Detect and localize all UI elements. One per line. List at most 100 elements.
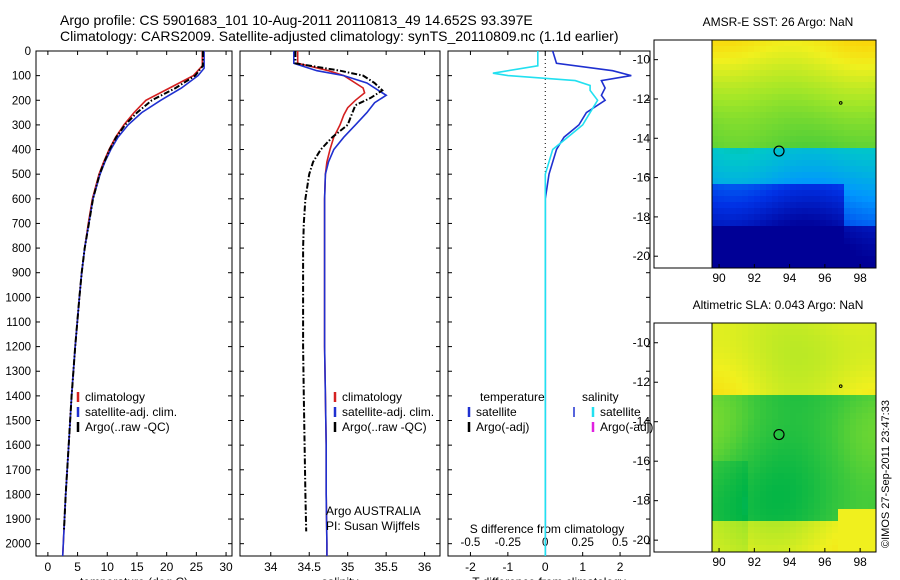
map-cell — [796, 425, 802, 431]
map-cell — [820, 148, 826, 154]
map-cell — [724, 178, 730, 184]
map-cell — [868, 172, 874, 178]
map-cell — [868, 497, 874, 503]
map-cell — [856, 389, 862, 395]
map-cell — [712, 371, 718, 377]
map-cell — [748, 353, 754, 359]
map-cell — [850, 178, 856, 184]
map-cell — [772, 389, 778, 395]
map-cell — [730, 359, 736, 365]
map-cell — [844, 365, 850, 371]
map-cell — [718, 545, 724, 551]
map-cell — [742, 377, 748, 383]
map-cell — [790, 485, 796, 491]
map-cell — [868, 244, 874, 250]
legend-label: satellite — [476, 405, 517, 419]
map-cell — [784, 262, 790, 268]
map-cell — [760, 479, 766, 485]
map-cell — [838, 401, 844, 407]
map-cell — [724, 419, 730, 425]
map-cell — [766, 443, 772, 449]
map-cell — [736, 238, 742, 244]
map-cell — [760, 76, 766, 82]
map-cell — [844, 124, 850, 130]
map-cell — [772, 184, 778, 190]
map-cell — [820, 202, 826, 208]
map-cell — [814, 419, 820, 425]
map-cell — [850, 527, 856, 533]
map-cell — [754, 100, 760, 106]
map-cell — [802, 419, 808, 425]
map-cell — [832, 64, 838, 70]
map-cell — [808, 178, 814, 184]
map-cell — [712, 100, 718, 106]
map-cell — [724, 112, 730, 118]
map-cell — [742, 232, 748, 238]
map-cell — [874, 413, 876, 419]
map-cell — [742, 40, 748, 46]
map-cell — [802, 515, 808, 521]
map-cell — [790, 202, 796, 208]
map-cell — [712, 347, 718, 353]
series-line — [294, 51, 384, 532]
map-cell — [772, 431, 778, 437]
map-cell — [742, 539, 748, 545]
map-cell — [814, 425, 820, 431]
map-cell — [868, 76, 874, 82]
map-cell — [808, 443, 814, 449]
map-cell — [868, 539, 874, 545]
map-cell — [832, 395, 838, 401]
map-cell — [832, 82, 838, 88]
map-cell — [748, 166, 754, 172]
map-cell — [814, 509, 820, 515]
map-y-tick-label: -20 — [633, 533, 651, 547]
map-cell — [874, 533, 876, 539]
map-cell — [796, 250, 802, 256]
map-cell — [766, 455, 772, 461]
map-cell — [748, 521, 754, 527]
map-cell — [814, 220, 820, 226]
map-cell — [760, 329, 766, 335]
map-cell — [814, 389, 820, 395]
map-cell — [838, 371, 844, 377]
map-cell — [802, 485, 808, 491]
map-cell — [748, 527, 754, 533]
map-cell — [808, 497, 814, 503]
map-cell — [808, 70, 814, 76]
map-cell — [838, 431, 844, 437]
map-cell — [856, 341, 862, 347]
map-cell — [760, 226, 766, 232]
map-cell — [802, 473, 808, 479]
y-tick-label: 700 — [12, 218, 31, 230]
map-cell — [856, 154, 862, 160]
map-cell — [790, 178, 796, 184]
map-cell — [820, 196, 826, 202]
map-cell — [850, 431, 856, 437]
map-cell — [760, 503, 766, 509]
map-cell — [754, 82, 760, 88]
map-cell — [838, 461, 844, 467]
map-y-tick-label: -10 — [633, 53, 651, 67]
map-cell — [742, 244, 748, 250]
map-cell — [736, 545, 742, 551]
map-cell — [850, 329, 856, 335]
map-cell — [772, 335, 778, 341]
map-cell — [868, 202, 874, 208]
map-cell — [778, 166, 784, 172]
map-cell — [850, 142, 856, 148]
map-cell — [736, 431, 742, 437]
map-cell — [760, 347, 766, 353]
map-cell — [772, 383, 778, 389]
map-cell — [868, 196, 874, 202]
map-cell — [766, 509, 772, 515]
map-cell — [724, 407, 730, 413]
map-cell — [730, 437, 736, 443]
map-cell — [778, 160, 784, 166]
map-cell — [844, 503, 850, 509]
map-cell — [742, 491, 748, 497]
map-cell — [736, 521, 742, 527]
map-cell — [724, 497, 730, 503]
map-cell — [814, 467, 820, 473]
map-cell — [712, 437, 718, 443]
map-cell — [760, 359, 766, 365]
